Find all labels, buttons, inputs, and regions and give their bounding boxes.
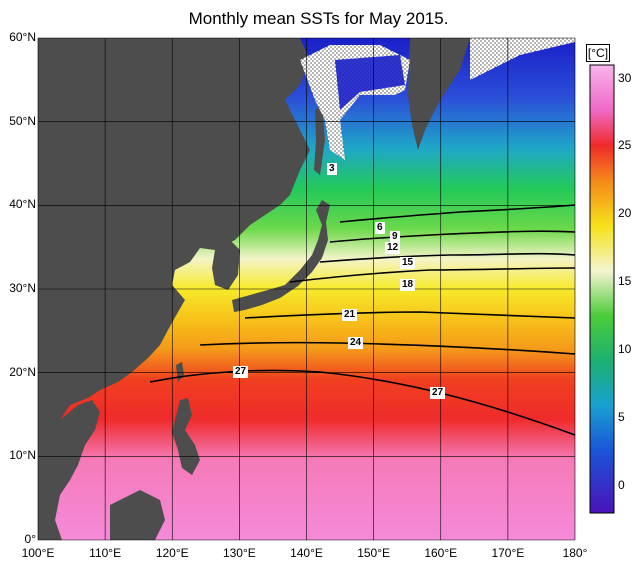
colorbar-tick-label: 30 [618, 70, 632, 85]
longitude-label: 100°E [21, 546, 55, 560]
longitude-label: 180° [562, 546, 588, 560]
kamchatka-land [408, 38, 470, 150]
philippines-land [172, 398, 200, 475]
isotherm-label: 24 [348, 337, 364, 349]
longitude-label: 120°E [155, 546, 189, 560]
colorbar-tick-label: 0 [618, 477, 625, 492]
colorbar-tick-label: 25 [618, 138, 632, 153]
map-grid [37, 37, 576, 541]
longitude-label: 140°E [290, 546, 323, 560]
isotherm-label: 15 [400, 257, 416, 269]
latitude-label: 50°N [9, 113, 36, 128]
isotherm-label: 18 [400, 279, 416, 291]
map-title: Monthly mean SSTs for May 2015. [188, 9, 449, 28]
isotherm-label: 27 [430, 387, 446, 399]
colorbar-tick-label: 5 [618, 409, 625, 424]
isotherm-label: 3 [327, 163, 337, 175]
isotherm-label: 6 [375, 222, 385, 234]
korea-land [212, 240, 240, 290]
colorbar-tick-label: 10 [618, 342, 632, 357]
isotherm-label: 12 [385, 242, 401, 254]
latitude-label: 0° [24, 532, 36, 546]
longitude-label: 130°E [222, 546, 256, 560]
sakhalin-land [314, 105, 325, 175]
latitude-label: 10°N [9, 448, 36, 463]
isotherm-label: 27 [233, 366, 249, 378]
sea-ice-east [470, 38, 575, 80]
indochina-land [38, 400, 100, 540]
latitude-label: 20°N [9, 364, 36, 379]
latitude-label: 40°N [9, 197, 36, 212]
japan-land [232, 200, 330, 312]
borneo-land [110, 490, 165, 540]
colorbar [589, 64, 615, 514]
contour-lines [149, 204, 576, 436]
okhotsk-sea [335, 55, 405, 110]
latitude-label: 30°N [9, 281, 36, 295]
longitude-label: 170°E [491, 546, 525, 560]
latitude-label: 60°N [9, 30, 36, 44]
longitude-label: 160°E [424, 546, 458, 560]
longitude-label: 150°E [357, 546, 391, 560]
colorbar-tick-label: 15 [618, 274, 632, 289]
isotherm-label: 21 [342, 309, 358, 321]
colorbar-unit: [°C] [586, 44, 610, 62]
isotherm-label: 9 [390, 231, 400, 243]
asia-landmass [38, 38, 310, 425]
longitude-label: 110°E [89, 546, 122, 560]
colorbar-tick-label: 20 [618, 206, 632, 221]
